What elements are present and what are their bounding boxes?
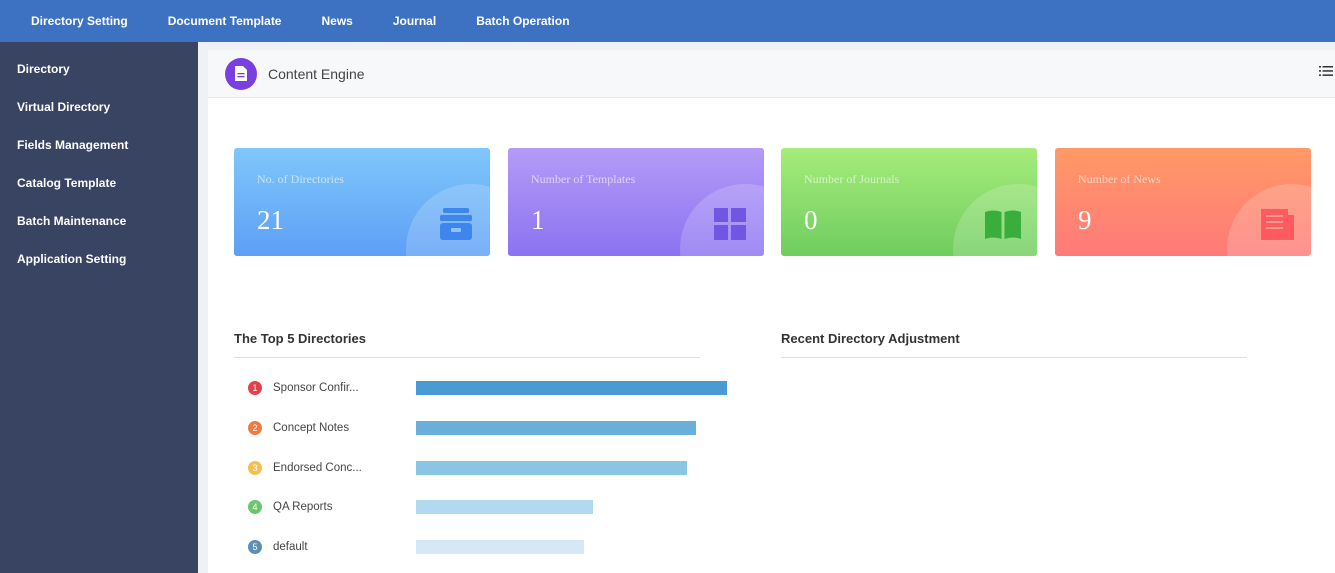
rank-badge: 3 xyxy=(248,460,262,475)
stat-value: 21 xyxy=(257,205,284,235)
sidebar-item-virtual-directory[interactable]: Virtual Directory xyxy=(17,100,111,114)
rank-badge: 4 xyxy=(248,500,262,515)
content-header: Content Engine xyxy=(208,50,1335,98)
section-divider xyxy=(781,357,1247,358)
list-menu-icon[interactable] xyxy=(1319,64,1333,78)
stat-label: Number of Templates xyxy=(531,172,636,186)
grid-icon xyxy=(714,208,746,240)
nav-directory-setting[interactable]: Directory Setting xyxy=(31,14,128,28)
nav-document-template[interactable]: Document Template xyxy=(167,14,282,28)
open-book-icon xyxy=(985,210,1021,239)
rank-bar xyxy=(416,540,584,555)
stat-label: Number of News xyxy=(1078,172,1161,186)
nav-batch-operation[interactable]: Batch Operation xyxy=(476,14,570,28)
stat-label: No. of Directories xyxy=(257,172,344,186)
list-item[interactable]: 1 Sponsor Confir... xyxy=(248,380,728,396)
directory-name: Concept Notes xyxy=(273,421,350,434)
rank-badge: 5 xyxy=(248,540,262,555)
sidebar: Directory Virtual Directory Fields Manag… xyxy=(0,42,198,573)
directory-name: QA Reports xyxy=(273,501,333,514)
rank-badge: 1 xyxy=(248,381,262,395)
list-item[interactable]: 4 QA Reports xyxy=(248,499,728,515)
directory-name: default xyxy=(273,541,308,554)
list-item[interactable]: 3 Endorsed Conc... xyxy=(248,460,728,476)
sidebar-item-directory[interactable]: Directory xyxy=(17,62,70,76)
document-icon xyxy=(225,57,257,90)
sidebar-item-fields-management[interactable]: Fields Management xyxy=(17,138,129,152)
stat-card-news[interactable]: Number of News 9 xyxy=(1055,148,1311,256)
newspaper-icon xyxy=(1261,209,1294,240)
stat-card-templates[interactable]: Number of Templates 1 xyxy=(508,148,764,256)
rank-bar xyxy=(416,420,696,435)
archive-box-icon xyxy=(440,208,472,240)
list-item[interactable]: 2 Concept Notes xyxy=(248,420,728,436)
rank-bar xyxy=(416,460,687,475)
stat-card-journals[interactable]: Number of Journals 0 xyxy=(781,148,1037,256)
rank-badge: 2 xyxy=(248,420,262,435)
rank-bar xyxy=(416,500,593,515)
top-directories-title: The Top 5 Directories xyxy=(234,331,366,346)
sidebar-item-catalog-template[interactable]: Catalog Template xyxy=(17,176,117,190)
stat-value: 0 xyxy=(804,205,818,235)
rank-bar xyxy=(416,381,727,395)
nav-news[interactable]: News xyxy=(321,14,353,28)
stat-card-directories[interactable]: No. of Directories 21 xyxy=(234,148,490,256)
sidebar-item-application-setting[interactable]: Application Setting xyxy=(17,252,127,266)
recent-adjustment-title: Recent Directory Adjustment xyxy=(781,331,960,346)
stat-value: 1 xyxy=(531,205,545,235)
section-divider xyxy=(234,357,700,358)
stat-label: Number of Journals xyxy=(804,172,900,186)
stat-value: 9 xyxy=(1078,205,1092,235)
list-item[interactable]: 5 default xyxy=(248,539,728,555)
top-navigation: Directory Setting Document Template News… xyxy=(0,0,1335,42)
nav-journal[interactable]: Journal xyxy=(392,14,437,28)
main-content: Content Engine No. of Directories 21 Num… xyxy=(208,50,1335,573)
directory-name: Sponsor Confir... xyxy=(273,382,359,394)
directory-name: Endorsed Conc... xyxy=(273,461,362,474)
sidebar-item-batch-maintenance[interactable]: Batch Maintenance xyxy=(17,214,127,228)
page-title: Content Engine xyxy=(268,65,365,82)
